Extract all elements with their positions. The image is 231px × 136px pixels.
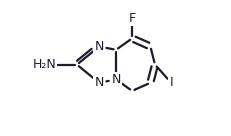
Text: H₂N: H₂N (32, 58, 56, 71)
Text: F: F (128, 12, 135, 25)
Text: N: N (94, 40, 103, 53)
Text: N: N (111, 73, 120, 86)
Text: I: I (169, 76, 172, 89)
Text: N: N (94, 76, 103, 89)
